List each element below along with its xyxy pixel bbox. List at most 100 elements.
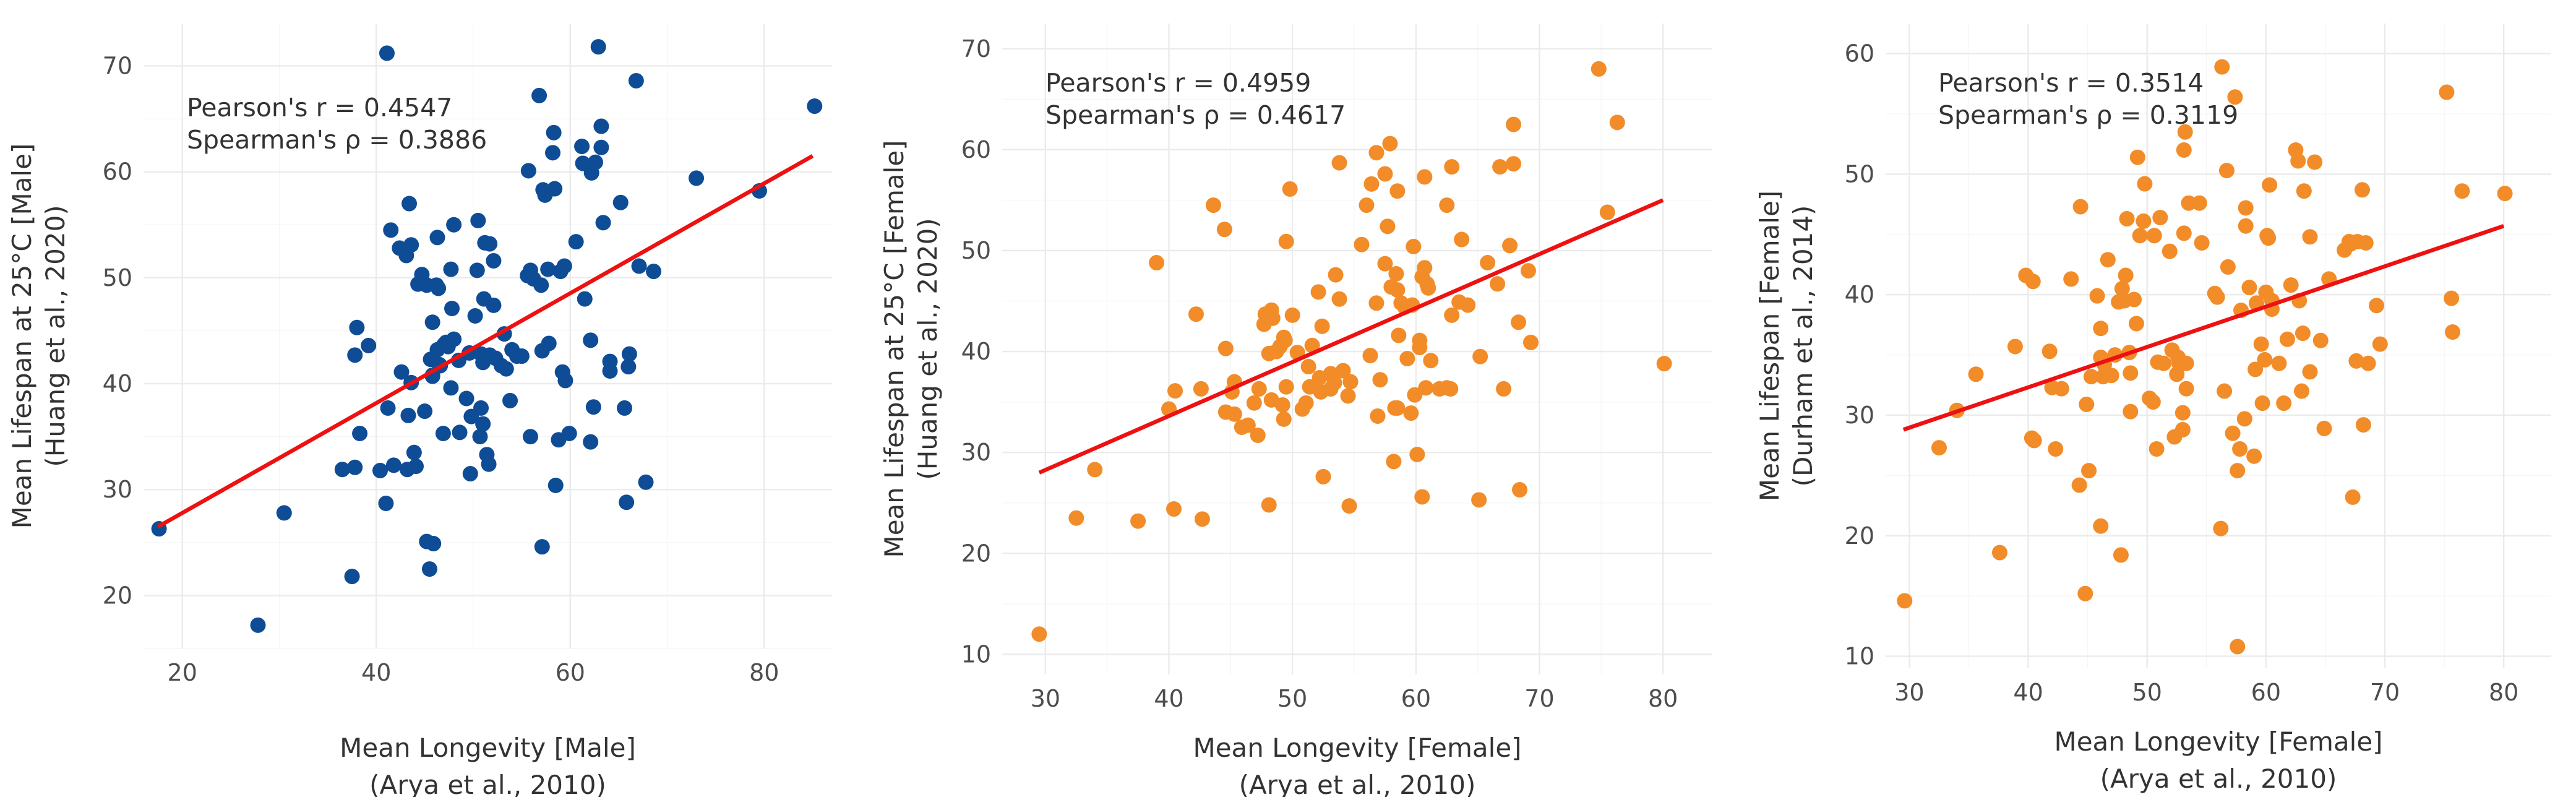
data-point <box>2175 421 2191 437</box>
data-point <box>1897 593 1913 609</box>
data-point <box>2089 288 2105 304</box>
data-point <box>1591 61 1607 77</box>
x-tick-label: 40 <box>2013 679 2043 706</box>
chart-1: 20 40 60 80 20 30 40 50 60 70 Pearson's r = 0.4547… <box>7 24 832 797</box>
x-tick-label: 50 <box>2132 679 2162 706</box>
data-point <box>2126 291 2142 308</box>
data-point <box>577 291 593 307</box>
data-point <box>1417 169 1433 185</box>
data-point <box>585 399 601 415</box>
data-point <box>2290 153 2306 169</box>
data-point <box>1420 280 1436 296</box>
spearman-annotation: Spearman's ρ = 0.4617 <box>1045 100 1346 130</box>
data-point <box>2253 336 2269 352</box>
data-point <box>1506 156 1522 172</box>
data-point <box>1492 159 1508 175</box>
data-point <box>2063 271 2079 287</box>
data-point <box>1284 307 1300 323</box>
data-point <box>574 139 590 155</box>
x-tick-label: 60 <box>2251 679 2281 706</box>
y-tick-label: 60 <box>103 158 132 186</box>
data-point <box>807 98 823 114</box>
data-point <box>541 335 557 351</box>
y-tick-label: 50 <box>961 237 991 264</box>
data-point <box>481 456 497 472</box>
data-point <box>1354 236 1370 252</box>
data-point <box>1261 497 1277 513</box>
data-point <box>2178 381 2194 397</box>
data-point <box>628 72 644 88</box>
regression-line <box>1038 198 1664 475</box>
data-point <box>408 459 424 475</box>
data-point <box>2118 267 2134 283</box>
data-point <box>2194 235 2210 251</box>
data-point <box>1341 498 1357 514</box>
data-point <box>250 617 266 633</box>
data-point <box>470 212 486 228</box>
y-axis-title-group: Mean Lifespan at 25°C [Male] (Huang et al… <box>7 144 71 529</box>
data-point <box>452 424 468 441</box>
data-point <box>2128 316 2144 332</box>
data-point <box>2283 277 2299 293</box>
y-axis-title-group: Mean Lifespan at 25°C [Female] (Huang et … <box>879 140 943 558</box>
data-point <box>458 390 474 407</box>
x-tick-label: 70 <box>1524 685 1554 712</box>
data-point <box>349 319 365 335</box>
data-point <box>2236 411 2252 427</box>
data-point <box>2295 325 2311 342</box>
data-point <box>421 561 437 577</box>
data-point <box>2307 154 2323 170</box>
data-point <box>556 258 572 274</box>
data-point <box>383 222 399 238</box>
data-point <box>2048 441 2064 457</box>
data-point <box>602 363 618 379</box>
data-point <box>426 536 442 552</box>
x-tick-label: 70 <box>2370 679 2400 706</box>
data-point <box>400 407 416 423</box>
data-point <box>472 429 488 445</box>
data-point <box>2053 381 2069 397</box>
data-point <box>1502 238 1518 254</box>
data-point <box>546 124 562 140</box>
data-point <box>2294 383 2309 399</box>
data-point <box>568 234 584 250</box>
data-point <box>2302 229 2318 245</box>
data-point <box>417 403 433 420</box>
data-point <box>2262 177 2278 193</box>
y-tick-label: 20 <box>1845 522 1874 549</box>
data-point <box>2276 395 2292 411</box>
data-point <box>2279 331 2295 347</box>
data-point <box>2103 368 2119 384</box>
data-point <box>1031 626 1047 642</box>
x-tick-label: 60 <box>1401 685 1431 712</box>
data-point <box>621 346 637 362</box>
data-point <box>2100 252 2116 268</box>
data-point <box>1399 350 1415 366</box>
data-point <box>2156 355 2172 371</box>
data-point <box>2257 351 2273 368</box>
data-point <box>2025 274 2041 290</box>
data-point <box>347 459 363 475</box>
data-point <box>1205 197 1221 213</box>
data-point <box>547 477 564 493</box>
data-point <box>513 348 530 364</box>
data-point <box>1149 255 1165 271</box>
x-tick-label: 80 <box>1648 685 1678 712</box>
data-point <box>276 505 292 521</box>
data-point <box>2146 228 2162 244</box>
data-point <box>1194 511 1210 527</box>
data-point <box>1278 379 1294 395</box>
data-point <box>2114 280 2130 296</box>
data-point <box>2369 298 2385 314</box>
data-point <box>2248 361 2264 377</box>
spearman-annotation: Spearman's ρ = 0.3886 <box>187 125 487 155</box>
data-point <box>689 170 705 186</box>
data-point <box>2445 324 2461 340</box>
data-point <box>429 230 445 246</box>
data-point <box>1298 395 1314 411</box>
data-point <box>2444 290 2460 306</box>
data-point <box>1274 397 1290 413</box>
data-point <box>334 462 350 478</box>
data-point <box>2246 448 2262 464</box>
data-point <box>1314 318 1330 334</box>
